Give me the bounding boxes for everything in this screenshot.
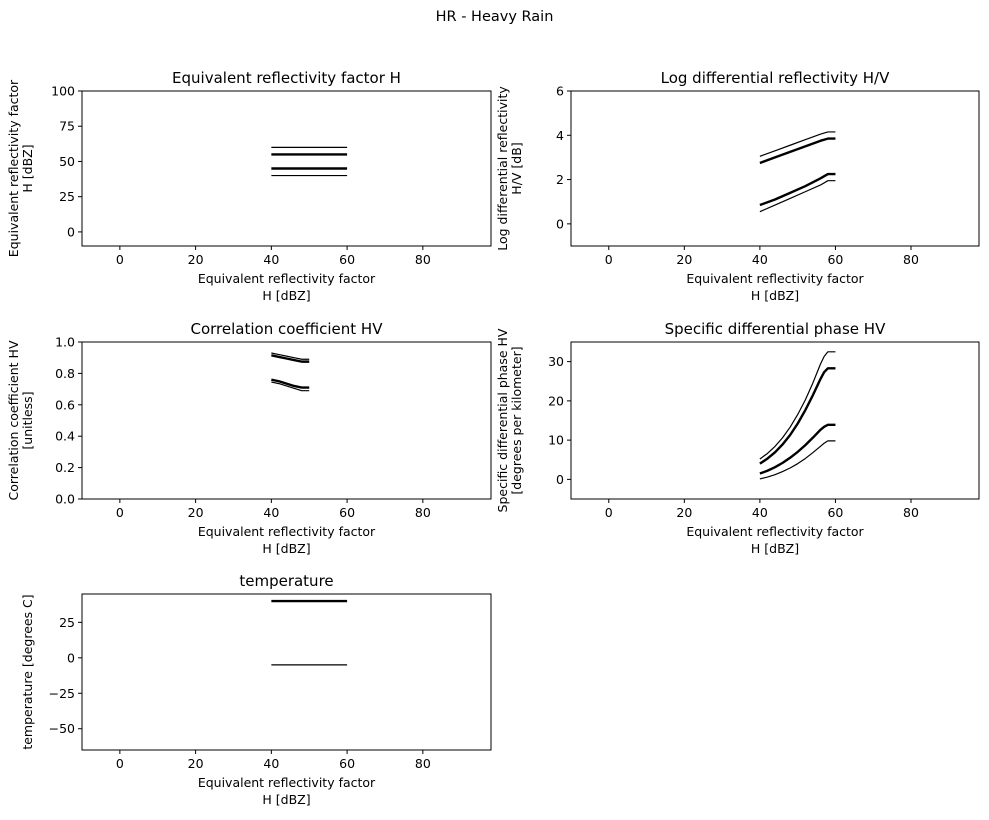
subplot-correlation-coefficient: Correlation coefficient HV 0 20 40 60 80 0.0 0… [6,320,492,556]
x-tick-label: 20 [188,756,204,771]
subplot-title: Log differential reflectivity H/V [661,69,891,87]
x-axis-label: H [dBZ] [262,792,310,807]
x-tick-label: 20 [188,505,204,520]
subplot-reflectivity: Equivalent reflectivity factor H 0 20 40 60… [6,69,492,303]
y-tick-label: 1.0 [55,335,75,350]
x-axis-label: Equivalent reflectivity factor [198,775,376,790]
y-tick-label: 0.4 [55,429,75,444]
series-line [759,367,836,465]
y-tick-label: 2 [556,172,564,187]
x-tick-label: 20 [676,505,692,520]
x-tick-label: 80 [415,252,431,267]
axes-frame [81,90,492,247]
x-tick-label: 60 [827,252,843,267]
y-tick-label: −50 [49,721,75,736]
series-line [759,440,836,480]
y-tick-label: 25 [59,615,75,630]
x-axis-label: Equivalent reflectivity factor [198,524,376,539]
series-line [759,137,836,165]
x-tick-label: 20 [188,252,204,267]
series-line [759,131,836,157]
y-tick-label: 0.6 [55,397,75,412]
y-tick-label: 6 [556,84,564,99]
x-tick-label: 80 [415,505,431,520]
x-tick-label: 0 [116,756,124,771]
x-axis-label: H [dBZ] [751,541,799,556]
y-axis-label: H [dBZ] [20,144,35,192]
y-axis-label: Equivalent reflectivity factor [6,79,21,257]
x-tick-label: 40 [263,756,279,771]
x-tick-label: 80 [903,505,919,520]
x-tick-label: 20 [676,252,692,267]
y-tick-label: 0 [67,650,75,665]
x-tick-label: 60 [339,252,355,267]
y-axis-label: H/V [dB] [509,142,524,194]
y-tick-label: 25 [59,189,75,204]
y-axis-label: Specific differential phase HV [495,328,510,512]
y-tick-label: 20 [548,393,564,408]
x-tick-label: 40 [752,252,768,267]
x-axis-label: Equivalent reflectivity factor [686,524,864,539]
series-line [759,351,836,460]
y-tick-label: 0 [556,216,564,231]
axes-frame [81,341,492,500]
y-tick-label: 10 [548,433,564,448]
x-axis-label: H [dBZ] [262,288,310,303]
y-tick-label: 100 [51,84,75,99]
series-line [271,378,310,389]
y-axis-label: Correlation coefficient HV [6,340,21,500]
x-tick-label: 60 [827,505,843,520]
y-tick-label: 30 [548,354,564,369]
subplot-differential-reflectivity: Log differential reflectivity H/V 0 20 40 6… [495,69,980,303]
x-tick-label: 40 [263,252,279,267]
y-tick-label: 4 [556,128,564,143]
series-line [759,180,836,213]
y-tick-label: 0.8 [55,366,75,381]
axes-frame [81,593,492,751]
x-axis-label: Equivalent reflectivity factor [686,271,864,286]
series-line [759,423,836,475]
x-tick-label: 60 [339,756,355,771]
y-tick-label: 50 [59,154,75,169]
y-tick-label: 0 [67,224,75,239]
x-tick-label: 60 [339,505,355,520]
figure-suptitle: HR - Heavy Rain [436,9,554,25]
x-tick-label: 80 [903,252,919,267]
subplot-temperature: temperature 0 20 40 60 80 −50 −25 0 25 Equivalent… [20,572,492,807]
y-axis-label: [degrees per kilometer] [509,346,524,494]
y-axis-label: [unitless] [20,391,35,449]
x-tick-label: 80 [415,756,431,771]
x-axis-label: H [dBZ] [751,288,799,303]
x-tick-label: 0 [605,505,613,520]
x-tick-label: 0 [116,252,124,267]
x-tick-label: 0 [605,252,613,267]
x-axis-label: H [dBZ] [262,541,310,556]
y-tick-label: 0.0 [55,492,75,507]
subplot-title: Equivalent reflectivity factor H [172,69,401,87]
y-tick-label: −25 [49,686,75,701]
series-line [271,381,310,392]
x-tick-label: 40 [752,505,768,520]
y-tick-label: 0.2 [55,460,75,475]
series-line [271,352,310,360]
y-tick-label: 75 [59,119,75,134]
axes-frame [570,90,980,247]
x-tick-label: 40 [263,505,279,520]
y-axis-label: Log differential reflectivity [495,86,510,251]
series-line [759,172,836,207]
subplot-title: temperature [239,572,333,590]
subplot-specific-differential-phase: Specific differential phase HV 0 20 40 60 80… [495,320,980,556]
y-tick-label: 0 [556,472,564,487]
x-tick-label: 0 [116,505,124,520]
x-axis-label: Equivalent reflectivity factor [198,271,376,286]
subplot-title: Correlation coefficient HV [191,320,384,338]
series-line [271,354,310,363]
y-axis-label: temperature [degrees C] [20,594,35,749]
subplot-title: Specific differential phase HV [665,320,886,338]
axes-frame [570,341,980,500]
